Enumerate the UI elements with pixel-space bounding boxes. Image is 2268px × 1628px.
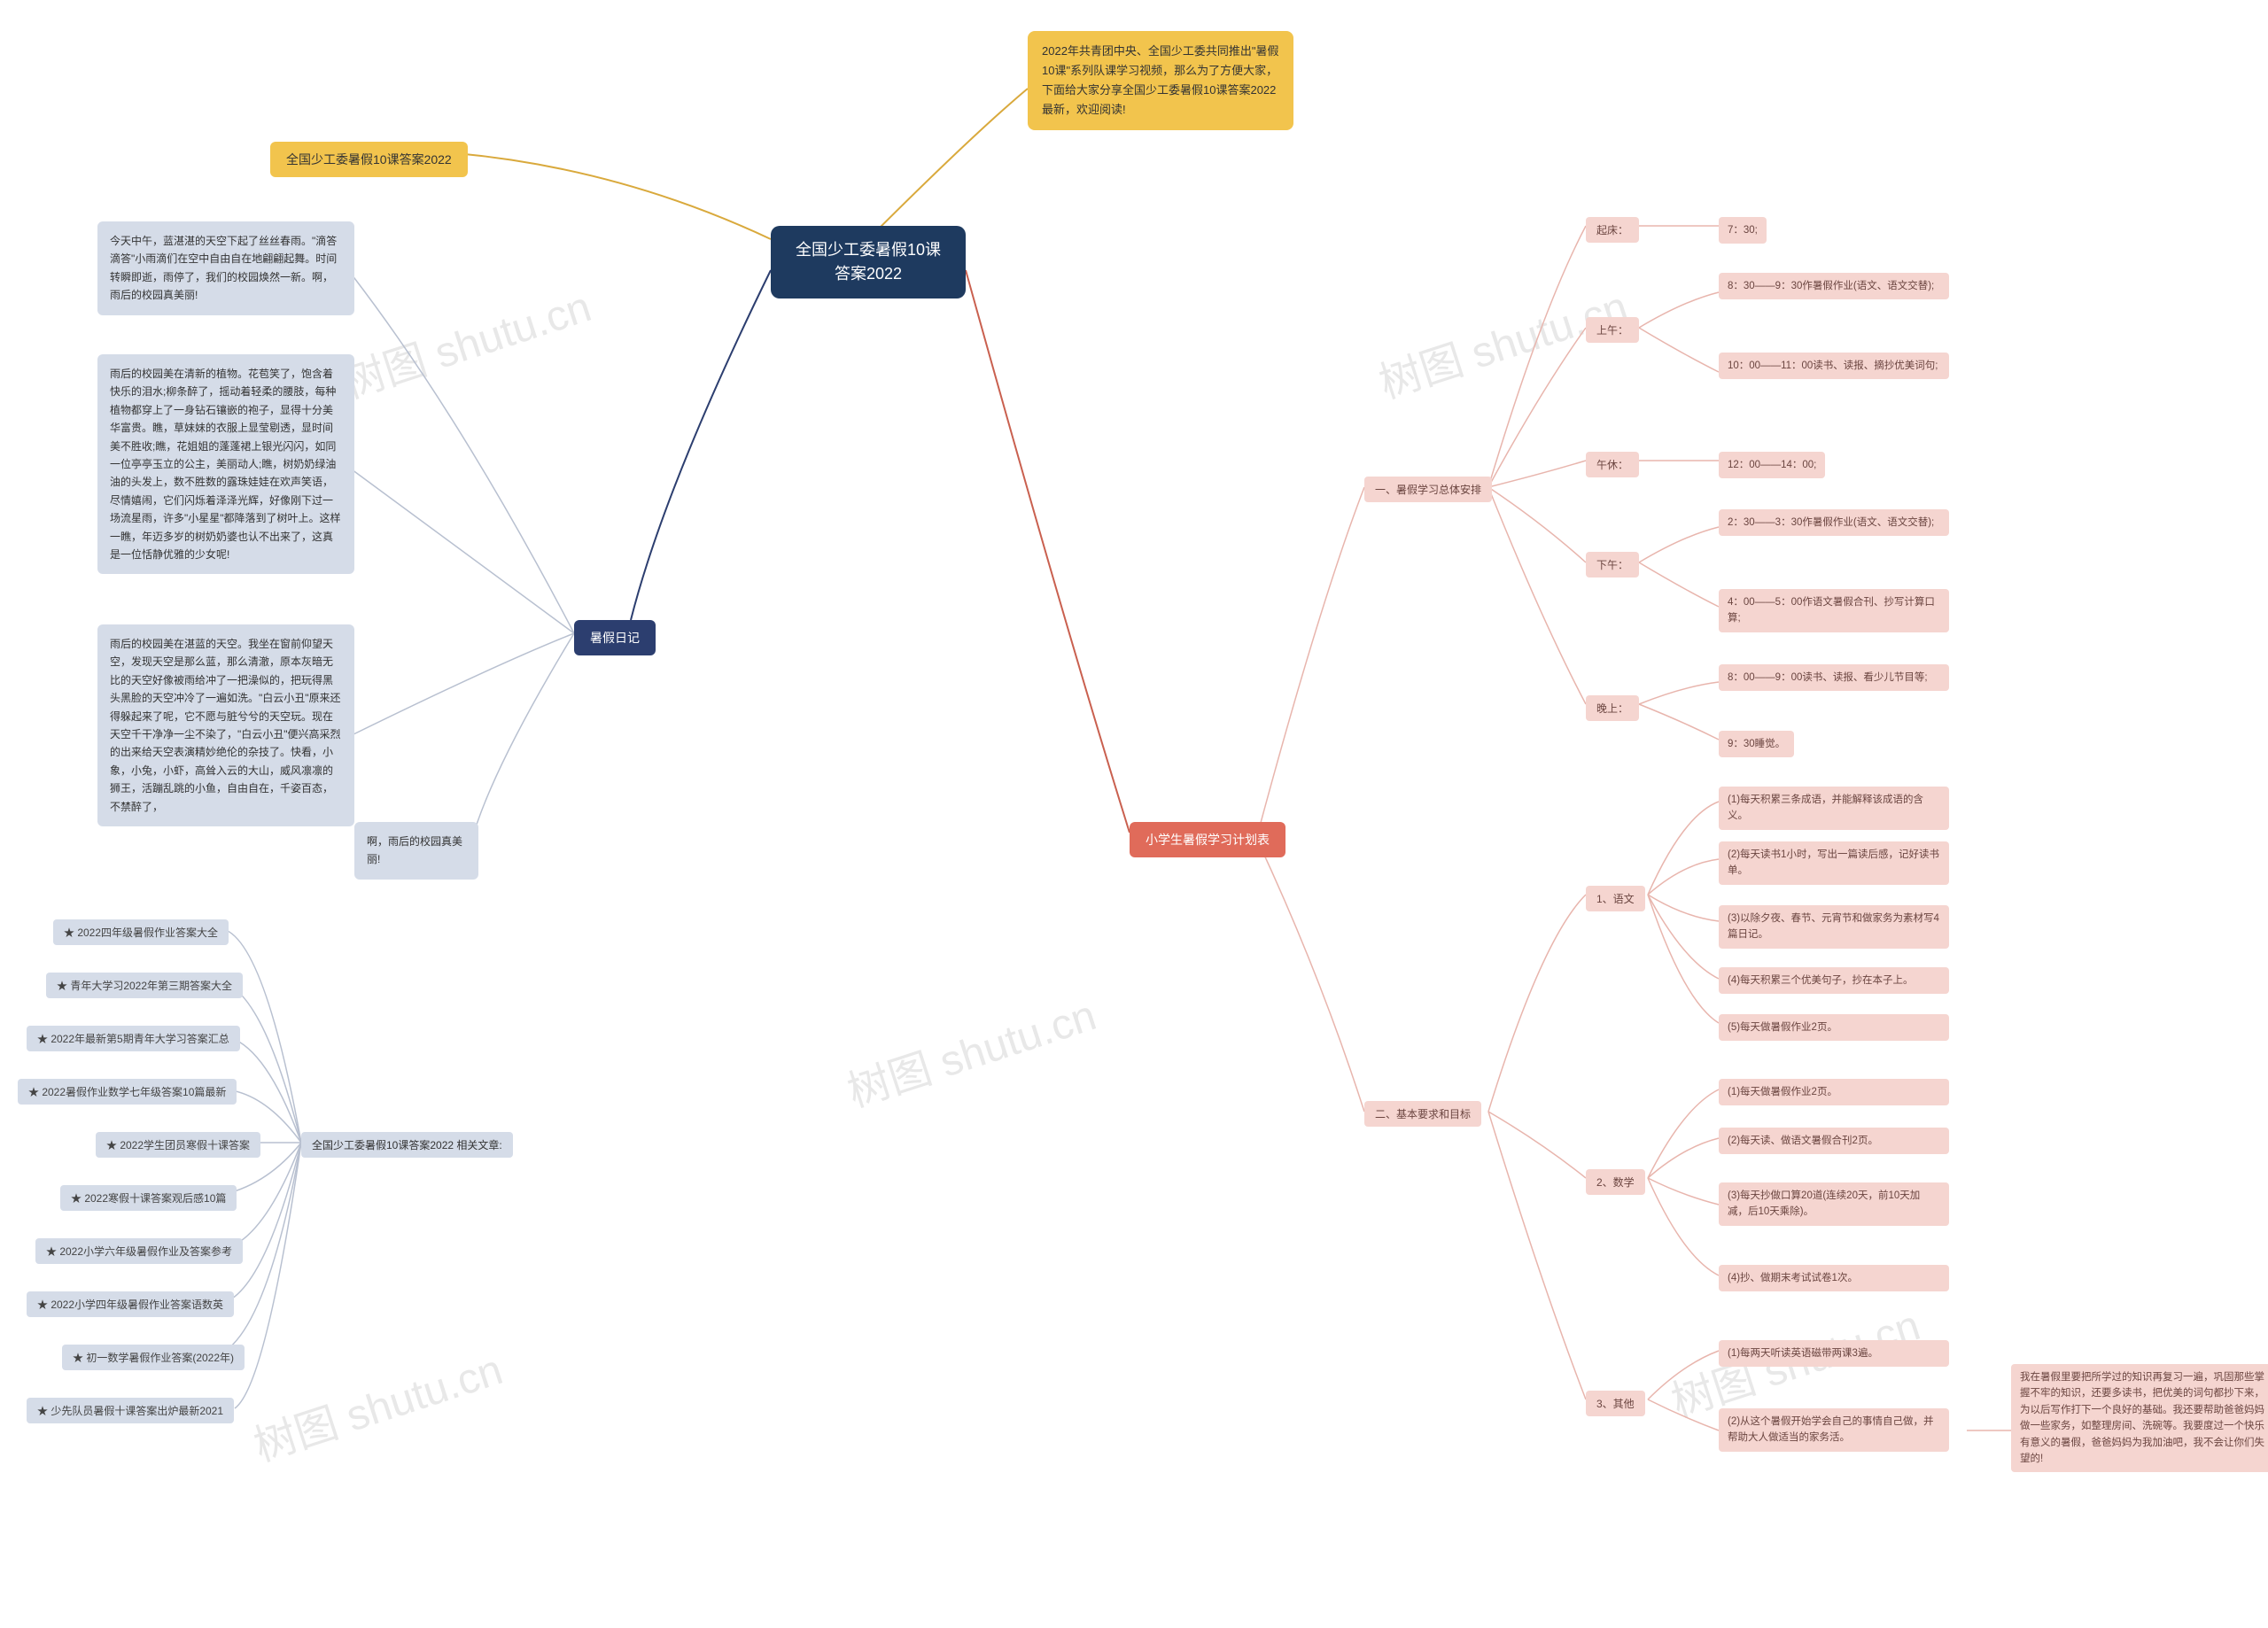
diary-para-1: 今天中午，蓝湛湛的天空下起了丝丝春雨。"滴答滴答"小雨滴们在空中自由自在地翩翩起… — [97, 221, 354, 315]
plan-evening-b: 9：30睡觉。 — [1719, 731, 1794, 757]
plan-noon-time: 12：00——14：00; — [1719, 452, 1825, 478]
watermark: 树图 shutu.cn — [245, 1335, 509, 1473]
plan-section2-title[interactable]: 二、基本要求和目标 — [1364, 1101, 1481, 1127]
plan-section1-title[interactable]: 一、暑假学习总体安排 — [1364, 477, 1492, 502]
plan-evening-label[interactable]: 晚上： — [1586, 695, 1639, 721]
related-link[interactable]: ★ 2022寒假十课答案观后感10篇 — [60, 1185, 237, 1211]
plan-chinese-5: (5)每天做暑假作业2页。 — [1719, 1014, 1949, 1041]
related-title: 全国少工委暑假10课答案2022 相关文章: — [301, 1132, 513, 1158]
related-link[interactable]: ★ 2022小学四年级暑假作业答案语数英 — [27, 1291, 234, 1317]
related-link[interactable]: ★ 2022小学六年级暑假作业及答案参考 — [35, 1238, 243, 1264]
plan-node[interactable]: 小学生暑假学习计划表 — [1130, 822, 1285, 857]
related-link[interactable]: ★ 初一数学暑假作业答案(2022年) — [62, 1345, 245, 1370]
diary-para-4: 啊，雨后的校园真美丽! — [354, 822, 478, 880]
plan-chinese-label[interactable]: 1、语文 — [1586, 886, 1645, 911]
plan-morning-label[interactable]: 上午： — [1586, 317, 1639, 343]
plan-morning-b: 10：00——11：00读书、读报、摘抄优美词句; — [1719, 353, 1949, 379]
plan-chinese-2: (2)每天读书1小时，写出一篇读后感，记好读书单。 — [1719, 841, 1949, 885]
plan-other-label[interactable]: 3、其他 — [1586, 1391, 1645, 1416]
plan-afternoon-label[interactable]: 下午： — [1586, 552, 1639, 578]
plan-chinese-3: (3)以除夕夜、春节、元宵节和做家务为素材写4篇日记。 — [1719, 905, 1949, 949]
plan-afternoon-b: 4：00——5：00作语文暑假合刊、抄写计算口算; — [1719, 589, 1949, 632]
center-node[interactable]: 全国少工委暑假10课答案2022 — [771, 226, 966, 298]
diary-node[interactable]: 暑假日记 — [574, 620, 656, 655]
plan-evening-a: 8：00——9：00读书、读报、看少儿节目等; — [1719, 664, 1949, 691]
watermark: 树图 shutu.cn — [333, 272, 597, 410]
diary-para-2: 雨后的校园美在清新的植物。花苞笑了，饱含着快乐的泪水;柳条醉了，摇动着轻柔的腰肢… — [97, 354, 354, 574]
watermark: 树图 shutu.cn — [838, 981, 1102, 1119]
related-link[interactable]: ★ 少先队员暑假十课答案出炉最新2021 — [27, 1398, 234, 1423]
plan-math-1: (1)每天做暑假作业2页。 — [1719, 1079, 1949, 1105]
plan-wake-time: 7：30; — [1719, 217, 1767, 244]
plan-afternoon-a: 2：30——3：30作暑假作业(语文、语文交替); — [1719, 509, 1949, 536]
plan-other-b-expand: 我在暑假里要把所学过的知识再复习一遍，巩固那些掌握不牢的知识，还要多读书，把优美… — [2011, 1364, 2268, 1472]
topleft-node[interactable]: 全国少工委暑假10课答案2022 — [270, 142, 468, 177]
related-link[interactable]: ★ 2022年最新第5期青年大学习答案汇总 — [27, 1026, 240, 1051]
plan-morning-a: 8：30——9：30作暑假作业(语文、语文交替); — [1719, 273, 1949, 299]
plan-math-3: (3)每天抄做口算20道(连续20天，前10天加减，后10天乘除)。 — [1719, 1182, 1949, 1226]
related-link[interactable]: ★ 2022暑假作业数学七年级答案10篇最新 — [18, 1079, 237, 1105]
description-box: 2022年共青团中央、全国少工委共同推出"暑假10课"系列队课学习视频，那么为了… — [1028, 31, 1293, 130]
plan-other-a: (1)每两天听读英语磁带两课3遍。 — [1719, 1340, 1949, 1367]
plan-other-b: (2)从这个暑假开始学会自己的事情自己做，并帮助大人做适当的家务活。 — [1719, 1408, 1949, 1452]
plan-noon-label[interactable]: 午休： — [1586, 452, 1639, 477]
plan-math-4: (4)抄、做期末考试试卷1次。 — [1719, 1265, 1949, 1291]
plan-math-2: (2)每天读、做语文暑假合刊2页。 — [1719, 1128, 1949, 1154]
related-link[interactable]: ★ 2022四年级暑假作业答案大全 — [53, 919, 229, 945]
plan-chinese-1: (1)每天积累三条成语，并能解释该成语的含义。 — [1719, 787, 1949, 830]
diary-para-3: 雨后的校园美在湛蓝的天空。我坐在窗前仰望天空，发现天空是那么蓝，那么清澈，原本灰… — [97, 624, 354, 826]
related-link[interactable]: ★ 青年大学习2022年第三期答案大全 — [46, 973, 243, 998]
plan-wake-label[interactable]: 起床： — [1586, 217, 1639, 243]
plan-chinese-4: (4)每天积累三个优美句子，抄在本子上。 — [1719, 967, 1949, 994]
related-link[interactable]: ★ 2022学生团员寒假十课答案 — [96, 1132, 260, 1158]
plan-math-label[interactable]: 2、数学 — [1586, 1169, 1645, 1195]
